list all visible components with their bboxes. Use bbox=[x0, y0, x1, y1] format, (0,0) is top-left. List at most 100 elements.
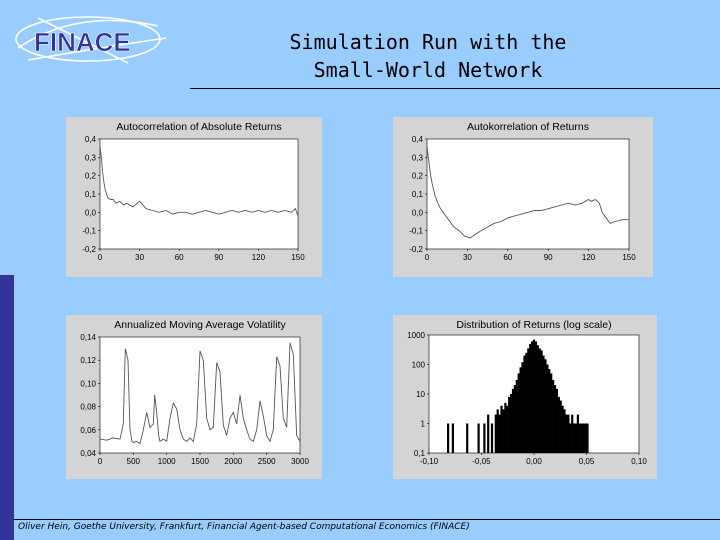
histogram-bar bbox=[490, 423, 494, 453]
histogram-bar bbox=[561, 405, 564, 453]
x-tick-label: 60 bbox=[503, 253, 512, 262]
x-tick-label: 120 bbox=[582, 253, 596, 262]
histogram-bar bbox=[580, 423, 583, 453]
histogram-bar bbox=[527, 348, 530, 453]
plot-area bbox=[426, 138, 630, 250]
histogram-bar bbox=[517, 373, 520, 453]
histogram-bar bbox=[532, 339, 536, 453]
histogram-bar bbox=[559, 400, 562, 453]
series-line bbox=[99, 146, 299, 217]
y-tick-label: 0,2 bbox=[412, 172, 424, 181]
histogram-bar bbox=[542, 355, 545, 453]
x-tick-label: -0,10 bbox=[420, 457, 439, 466]
y-tick-label: 0,2 bbox=[85, 172, 97, 181]
histogram-bar bbox=[519, 367, 522, 453]
histogram-bar bbox=[508, 396, 511, 453]
x-tick-label: 1000 bbox=[158, 457, 176, 466]
x-tick-label: 60 bbox=[175, 253, 184, 262]
chart-svg: Autokorrelation of Returns 0,4 0,3 0,2 0,1 0,… bbox=[409, 121, 636, 262]
histogram-bar bbox=[563, 409, 566, 453]
y-tick-label: -0,2 bbox=[409, 245, 423, 254]
series-line bbox=[99, 342, 301, 445]
histogram-bar bbox=[536, 345, 539, 453]
title-line-2: Small-World Network bbox=[313, 58, 543, 82]
chart-title: Distribution of Returns (log scale) bbox=[456, 319, 611, 331]
histogram-bar bbox=[511, 388, 515, 453]
y-tick-label: 0,0 bbox=[412, 208, 424, 217]
x-tick-label: 150 bbox=[622, 253, 636, 262]
x-tick-label: 0 bbox=[425, 253, 430, 262]
histogram-bar bbox=[504, 402, 507, 453]
histogram-bar bbox=[544, 359, 547, 453]
y-tick-label: 0,14 bbox=[80, 333, 96, 342]
histogram-bar bbox=[477, 423, 480, 453]
histogram-bar bbox=[483, 423, 486, 453]
histogram-bar bbox=[567, 414, 570, 453]
slide-title: Simulation Run with the Small-World Netw… bbox=[210, 28, 646, 84]
histogram-bar bbox=[548, 369, 551, 453]
chart-title: Autokorrelation of Returns bbox=[467, 121, 589, 133]
y-tick-label: 0,1 bbox=[412, 190, 424, 199]
footer-divider bbox=[14, 519, 720, 520]
x-tick-label: 500 bbox=[127, 457, 141, 466]
histogram-bar bbox=[523, 355, 526, 453]
histogram-bar bbox=[569, 423, 572, 453]
chart-panel-distribution: Distribution of Returns (log scale) 1000 1… bbox=[393, 315, 657, 479]
x-tick-label: 0,10 bbox=[631, 457, 647, 466]
histogram-bar bbox=[494, 414, 497, 453]
histogram-bar bbox=[574, 423, 578, 453]
x-tick-label: 0,00 bbox=[526, 457, 542, 466]
histogram-bar bbox=[529, 343, 532, 453]
header-divider bbox=[190, 88, 720, 89]
x-tick-label: 1500 bbox=[191, 457, 209, 466]
footer-text: Oliver Hein, Goethe University, Frankfur… bbox=[18, 522, 470, 532]
histogram-bar bbox=[502, 409, 505, 453]
chart-svg: Annualized Moving Average Volatility 0,14… bbox=[80, 319, 309, 466]
y-tick-label: 0,3 bbox=[412, 153, 424, 162]
y-tick-label: 1000 bbox=[407, 331, 425, 340]
y-tick-label: 10 bbox=[416, 390, 425, 399]
histogram-bar bbox=[510, 394, 513, 453]
y-tick-label: 1 bbox=[421, 420, 426, 429]
histogram-bar bbox=[582, 423, 585, 453]
logo-text: FINACE bbox=[34, 27, 131, 57]
histogram-bar bbox=[571, 414, 574, 453]
histogram-bar bbox=[573, 423, 576, 453]
histogram-bar bbox=[513, 385, 516, 453]
x-tick-label: 2000 bbox=[224, 457, 242, 466]
x-tick-label: 0,05 bbox=[579, 457, 595, 466]
histogram-bar bbox=[515, 379, 518, 453]
chart-title: Annualized Moving Average Volatility bbox=[114, 319, 286, 331]
histogram-bar bbox=[487, 414, 490, 453]
chart-panel-volatility: Annualized Moving Average Volatility 0,14… bbox=[66, 315, 322, 479]
x-tick-label: 30 bbox=[463, 253, 472, 262]
y-tick-label: 0,4 bbox=[85, 135, 97, 144]
y-tick-label: 0,12 bbox=[80, 356, 96, 365]
histogram-bar bbox=[451, 423, 454, 453]
histogram-bar bbox=[506, 405, 509, 453]
y-tick-label: 0,08 bbox=[80, 403, 96, 412]
histogram-bar bbox=[555, 388, 558, 453]
histogram-bar bbox=[550, 373, 553, 453]
y-tick-label: -0,1 bbox=[409, 227, 423, 236]
histogram-bar bbox=[498, 414, 501, 453]
y-tick-label: 0,1 bbox=[85, 190, 97, 199]
histogram-bar bbox=[531, 341, 534, 453]
histogram-bar bbox=[521, 362, 524, 453]
histogram-bar bbox=[500, 405, 503, 453]
x-tick-label: 30 bbox=[135, 253, 144, 262]
x-tick-label: 120 bbox=[252, 253, 266, 262]
histogram-bar bbox=[552, 379, 555, 453]
x-tick-label: 0 bbox=[98, 457, 103, 466]
histogram-bar bbox=[586, 423, 589, 453]
y-tick-label: 0,4 bbox=[412, 135, 424, 144]
y-tick-label: 0,3 bbox=[85, 153, 97, 162]
chart-svg: Autocorrelation of Absolute Returns 0,4 0,… bbox=[82, 121, 305, 262]
finace-logo: FINACE bbox=[15, 16, 167, 64]
histogram-bar bbox=[565, 414, 568, 453]
logo-globe-icon bbox=[15, 16, 167, 64]
title-line-1: Simulation Run with the bbox=[289, 30, 567, 54]
histogram-bar bbox=[584, 423, 587, 453]
accent-bar bbox=[0, 275, 14, 540]
histogram-bar bbox=[546, 364, 549, 453]
